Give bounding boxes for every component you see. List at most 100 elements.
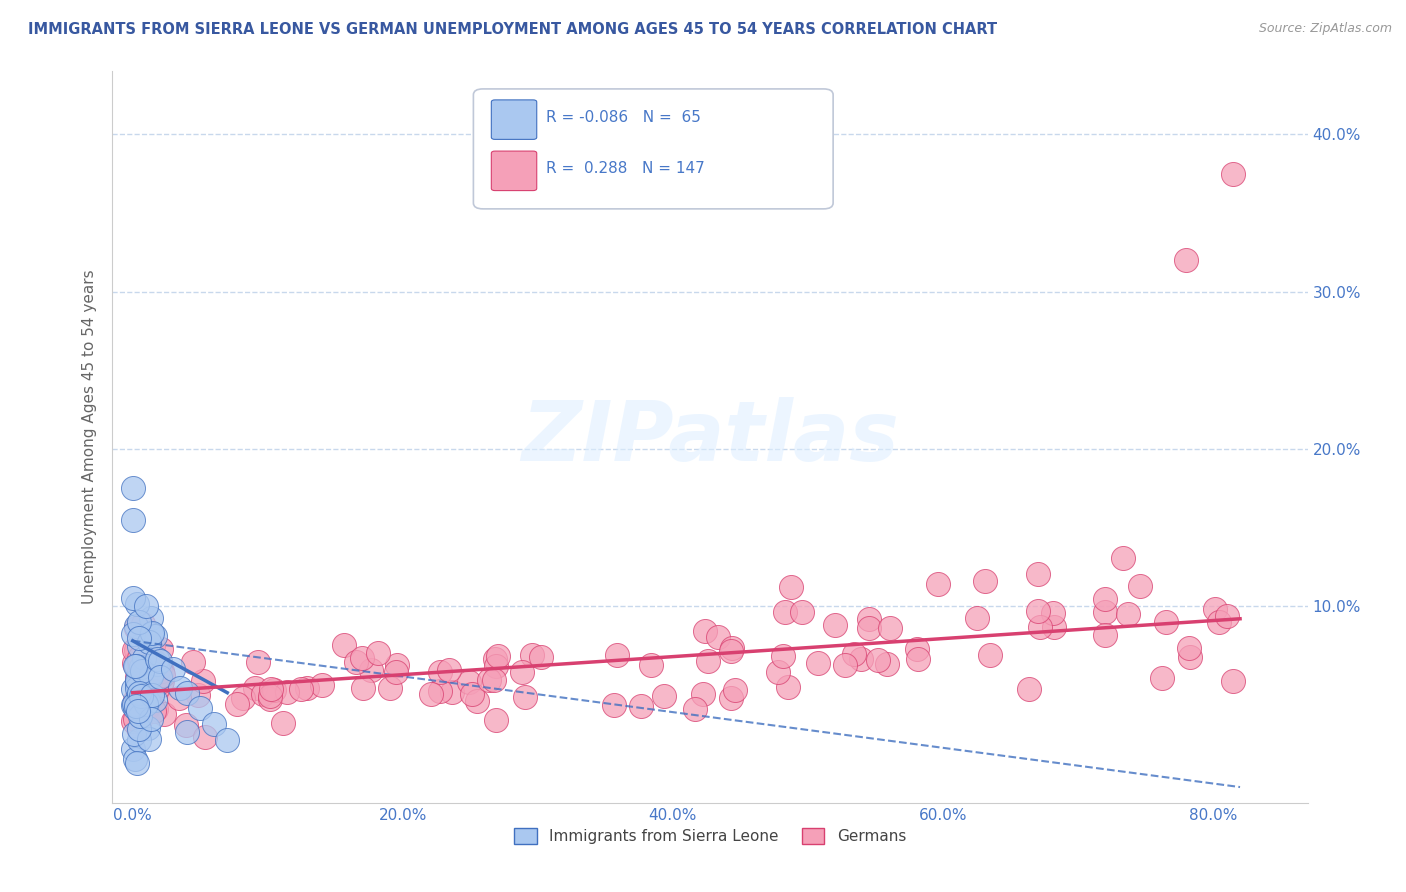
Point	[149, 654, 172, 668]
Point	[720, 644, 742, 658]
Point	[124, 693, 146, 707]
Point	[128, 732, 150, 747]
Point	[129, 660, 152, 674]
Point	[121, 698, 143, 712]
Point	[706, 630, 728, 644]
Point	[441, 685, 464, 699]
Point	[486, 648, 509, 663]
Point	[772, 648, 794, 663]
Point	[128, 631, 150, 645]
Point	[132, 636, 155, 650]
Point	[603, 698, 626, 712]
Point	[121, 742, 143, 756]
Point	[226, 698, 249, 712]
Point	[259, 682, 281, 697]
Point	[290, 682, 312, 697]
Point	[465, 694, 488, 708]
Point	[135, 698, 157, 712]
Point	[125, 659, 148, 673]
Point	[333, 638, 356, 652]
Point	[773, 605, 796, 619]
Point	[484, 652, 506, 666]
Point	[152, 673, 174, 688]
Point	[142, 705, 165, 719]
Point	[1156, 615, 1178, 629]
Point	[193, 673, 215, 688]
Point	[139, 669, 162, 683]
Point	[128, 615, 150, 629]
Point	[1029, 620, 1052, 634]
Point	[974, 574, 997, 589]
Point	[858, 621, 880, 635]
Point	[134, 650, 156, 665]
Point	[461, 687, 484, 701]
Point	[350, 650, 373, 665]
Point	[1222, 167, 1244, 181]
Point	[125, 643, 148, 657]
Point	[311, 678, 333, 692]
Point	[129, 714, 152, 728]
Point	[485, 658, 508, 673]
Point	[149, 678, 172, 692]
Point	[128, 722, 150, 736]
Point	[515, 690, 537, 704]
Point	[360, 663, 382, 677]
Text: IMMIGRANTS FROM SIERRA LEONE VS GERMAN UNEMPLOYMENT AMONG AGES 45 TO 54 YEARS CO: IMMIGRANTS FROM SIERRA LEONE VS GERMAN U…	[28, 22, 997, 37]
Point	[1216, 609, 1239, 624]
Point	[606, 648, 628, 662]
Point	[692, 687, 714, 701]
Point	[125, 698, 148, 712]
Point	[685, 702, 707, 716]
Point	[142, 639, 165, 653]
Point	[138, 721, 160, 735]
Point	[124, 700, 146, 714]
Point	[122, 642, 145, 657]
Point	[122, 727, 145, 741]
Point	[139, 627, 162, 641]
Point	[128, 700, 150, 714]
Point	[439, 663, 461, 677]
Point	[352, 681, 374, 695]
Point	[1094, 592, 1116, 607]
Point	[263, 683, 285, 698]
Point	[124, 699, 146, 714]
Point	[276, 685, 298, 699]
Point	[259, 692, 281, 706]
Point	[202, 717, 225, 731]
Point	[138, 634, 160, 648]
FancyBboxPatch shape	[474, 89, 834, 209]
Point	[807, 656, 830, 670]
Point	[131, 684, 153, 698]
Point	[482, 673, 505, 687]
Point	[176, 725, 198, 739]
Point	[720, 640, 742, 655]
Point	[530, 649, 553, 664]
Point	[135, 599, 157, 614]
Point	[1116, 607, 1139, 621]
Point	[128, 665, 150, 679]
Point	[385, 658, 408, 673]
Text: R = -0.086   N =  65: R = -0.086 N = 65	[547, 110, 702, 125]
Point	[176, 686, 198, 700]
Point	[145, 702, 167, 716]
Point	[778, 680, 800, 694]
Point	[1222, 674, 1244, 689]
Point	[842, 648, 865, 662]
Point	[1042, 606, 1064, 620]
Legend: Immigrants from Sierra Leone, Germans: Immigrants from Sierra Leone, Germans	[508, 822, 912, 850]
Y-axis label: Unemployment Among Ages 45 to 54 years: Unemployment Among Ages 45 to 54 years	[82, 269, 97, 605]
Point	[127, 676, 149, 690]
Point	[129, 705, 152, 719]
Point	[128, 651, 150, 665]
Point	[153, 707, 176, 722]
Point	[420, 687, 443, 701]
Point	[630, 698, 652, 713]
Point	[790, 606, 813, 620]
Point	[640, 658, 662, 673]
Point	[152, 668, 174, 682]
Point	[720, 690, 742, 705]
Point	[128, 685, 150, 699]
Point	[724, 683, 747, 698]
Point	[122, 714, 145, 728]
Point	[121, 513, 143, 527]
